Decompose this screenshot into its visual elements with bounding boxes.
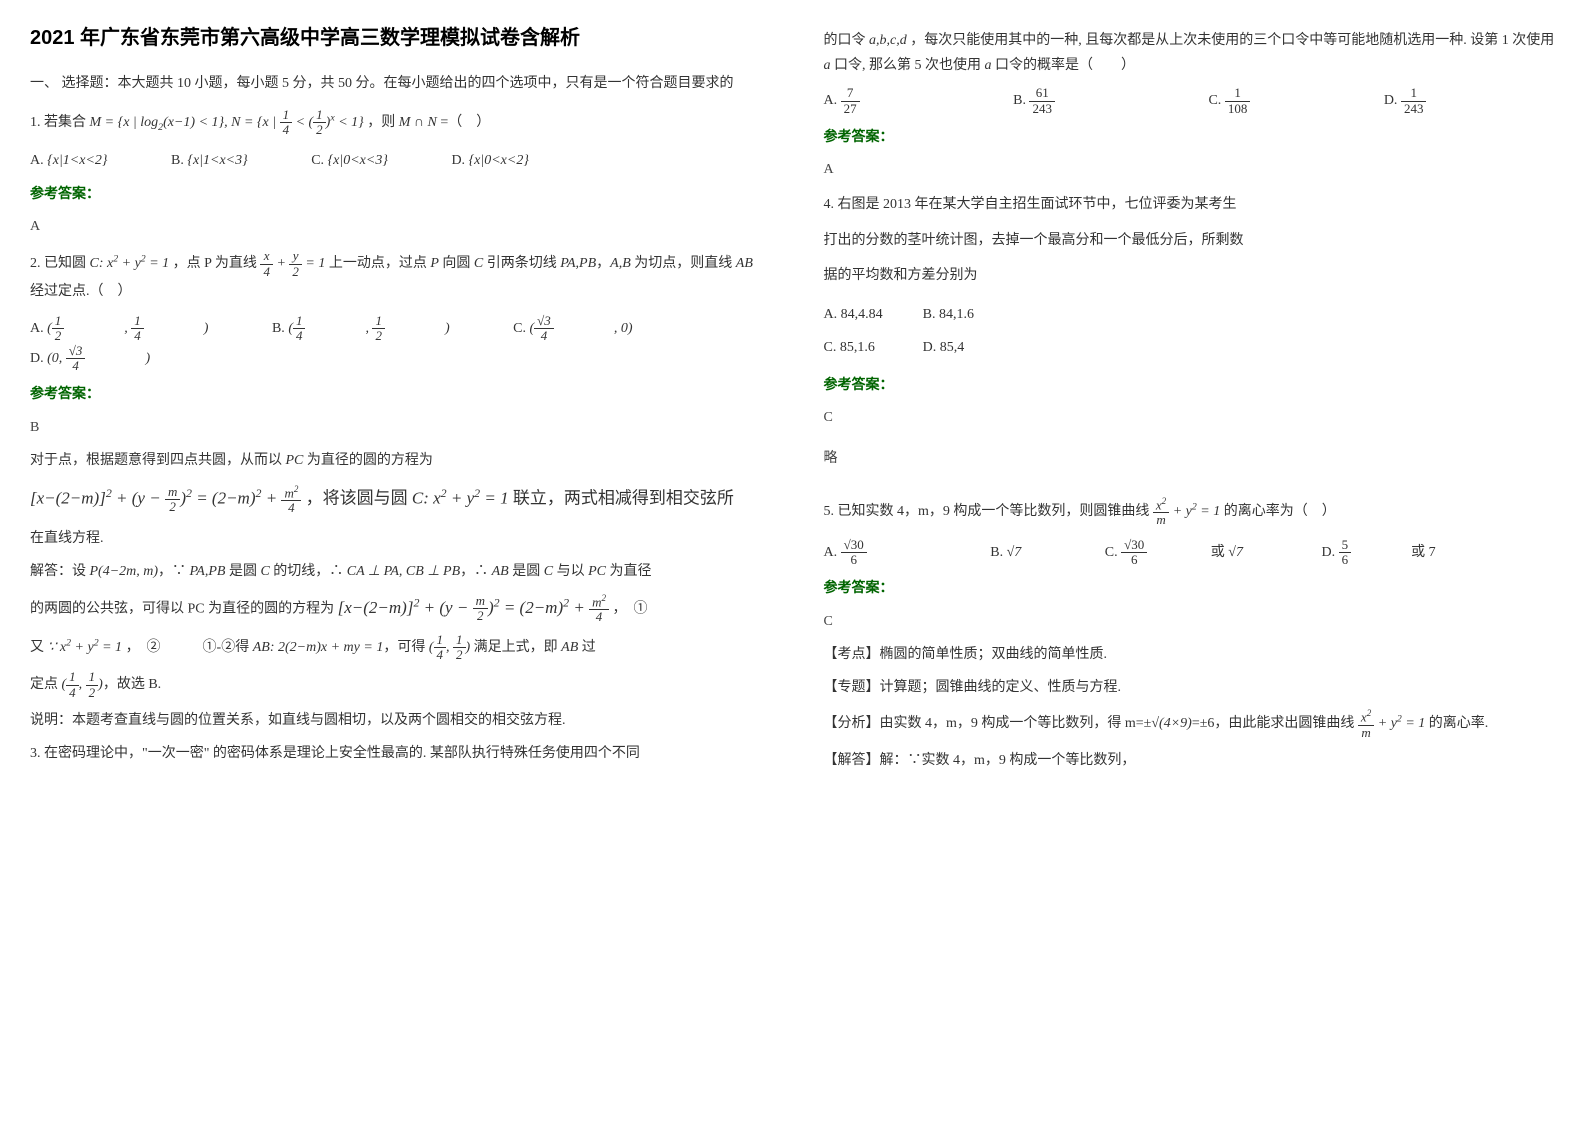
p4-s2: 打出的分数的茎叶统计图，去掉一个最高分和一个最低分后，所剩数: [824, 228, 1558, 253]
problem-1: 1. 若集合 M = {x | log2(x−1) < 1}, N = {x |…: [30, 108, 764, 138]
p4-answer: C: [824, 405, 1558, 430]
doc-title: 2021 年广东省东莞市第六高级中学高三数学理模拟试卷含解析: [30, 20, 764, 56]
p5-options: A. √306 B. √7 C. √306 或 √7 D. 56或 7: [824, 538, 1558, 568]
p1-set-expr: M = {x | log2(x−1) < 1}, N = {x | 14 < (…: [90, 115, 368, 130]
p5-jd: 【解答】解：∵实数 4，m，9 构成一个等比数列，: [824, 748, 1558, 773]
p4-optA: A. 84,4.84: [824, 298, 923, 331]
p1-suffix: ，则 M ∩ N =（ ）: [367, 115, 490, 130]
p1-answer: A: [30, 214, 764, 239]
p2-exp2b: 在直线方程.: [30, 526, 764, 551]
p1-options: A. {x|1<x<2} B. {x|1<x<3} C. {x|0<x<3} D…: [30, 148, 764, 173]
p2-exp1: 对于点，根据题意得到四点共圆，从而以 PC 为直径的圆的方程为: [30, 448, 764, 473]
section-1-head: 一、 选择题：本大题共 10 小题，每小题 5 分，共 50 分。在每小题给出的…: [30, 71, 764, 96]
p3-answer: A: [824, 157, 1558, 182]
p4-s3: 据的平均数和方差分别为: [824, 263, 1558, 288]
p1-prefix: 1. 若集合: [30, 115, 86, 130]
p3-options: A. 727 B. 61243 C. 1108 D. 1243: [824, 86, 1558, 116]
p5-s2: 的离心率为（ ）: [1224, 504, 1336, 519]
p2-circle: C: x2 + y2 = 1: [90, 256, 170, 271]
p2-exp6: 定点 (14, 12)，故选 B.: [30, 670, 764, 700]
problem-4: 4. 右图是 2013 年在某大学自主招生面试环节中，七位评委为某考生 打出的分…: [824, 192, 1558, 288]
p2-eq1: [x−(2−m)]2 + (y − m2)2 = (2−m)2 + m24 ，将…: [30, 483, 764, 516]
problem-5: 5. 已知实数 4，m，9 构成一个等比数列，则圆锥曲线 x2m + y2 = …: [824, 496, 1558, 528]
p2-answer-label: 参考答案：: [30, 381, 764, 406]
p1-optD: {x|0<x<2}: [469, 148, 529, 173]
p2-exp3: 解答：设 P(4−2m, m)，∵ PA,PB 是圆 C 的切线，∴ CA ⊥ …: [30, 559, 764, 584]
p1-optB: {x|1<x<3}: [187, 148, 247, 173]
p4-optD: D. 85,4: [923, 331, 1014, 364]
p2-line: x4 + y2 = 1: [260, 256, 325, 271]
p1-optC: {x|0<x<3}: [328, 148, 388, 173]
p2-s1: 2. 已知圆: [30, 256, 90, 271]
p2-s2: ，点 P 为直线: [173, 256, 261, 271]
p2-note: 说明：本题考查直线与圆的位置关系，如直线与圆相切，以及两个圆相交的相交弦方程.: [30, 708, 764, 733]
p2-exp4: 的两圆的公共弦，可得以 PC 为直径的圆的方程为 [x−(2−m)]2 + (y…: [30, 592, 764, 625]
p5-curve: x2m + y2 = 1: [1153, 504, 1220, 519]
p4-brief: 略: [824, 446, 1558, 471]
p2-answer: B: [30, 415, 764, 440]
problem-2: 2. 已知圆 C: x2 + y2 = 1 ，点 P 为直线 x4 + y2 =…: [30, 249, 764, 304]
p1-optA: {x|1<x<2}: [47, 148, 107, 173]
p3-stem1: 3. 在密码理论中，"一次一密" 的密码体系是理论上安全性最高的. 某部队执行特…: [30, 741, 764, 766]
p5-zt: 【专题】计算题；圆锥曲线的定义、性质与方程.: [824, 675, 1558, 700]
p5-s1: 5. 已知实数 4，m，9 构成一个等比数列，则圆锥曲线: [824, 504, 1153, 519]
p1-answer-label: 参考答案：: [30, 181, 764, 206]
p5-answer: C: [824, 609, 1558, 634]
p5-kp: 【考点】椭圆的简单性质；双曲线的简单性质.: [824, 642, 1558, 667]
p4-optB: B. 84,1.6: [923, 298, 1014, 331]
p4-s1: 4. 右图是 2013 年在某大学自主招生面试环节中，七位评委为某考生: [824, 192, 1558, 217]
p2-exp5: 又 ∵ x2 + y2 = 1 ， ② ①-②得 AB: 2(2−m)x + m…: [30, 633, 764, 663]
p4-answer-label: 参考答案：: [824, 372, 1558, 397]
p5-answer-label: 参考答案：: [824, 575, 1558, 600]
p4-options: A. 84,4.84 B. 84,1.6 C. 85,1.6 D. 85,4: [824, 298, 1014, 364]
p3-answer-label: 参考答案：: [824, 124, 1558, 149]
p5-fx: 【分析】由实数 4，m，9 构成一个等比数列，得 m=±√(4×9)=±6，由此…: [824, 708, 1558, 740]
p4-optC: C. 85,1.6: [824, 331, 923, 364]
p3-stem2: 的口令 a,b,c,d ，每次只能使用其中的一种, 且每次都是从上次未使用的三个…: [824, 28, 1558, 78]
p2-options: A. (12, 14) B. (14, 12) C. (√34, 0) D. (…: [30, 314, 764, 373]
